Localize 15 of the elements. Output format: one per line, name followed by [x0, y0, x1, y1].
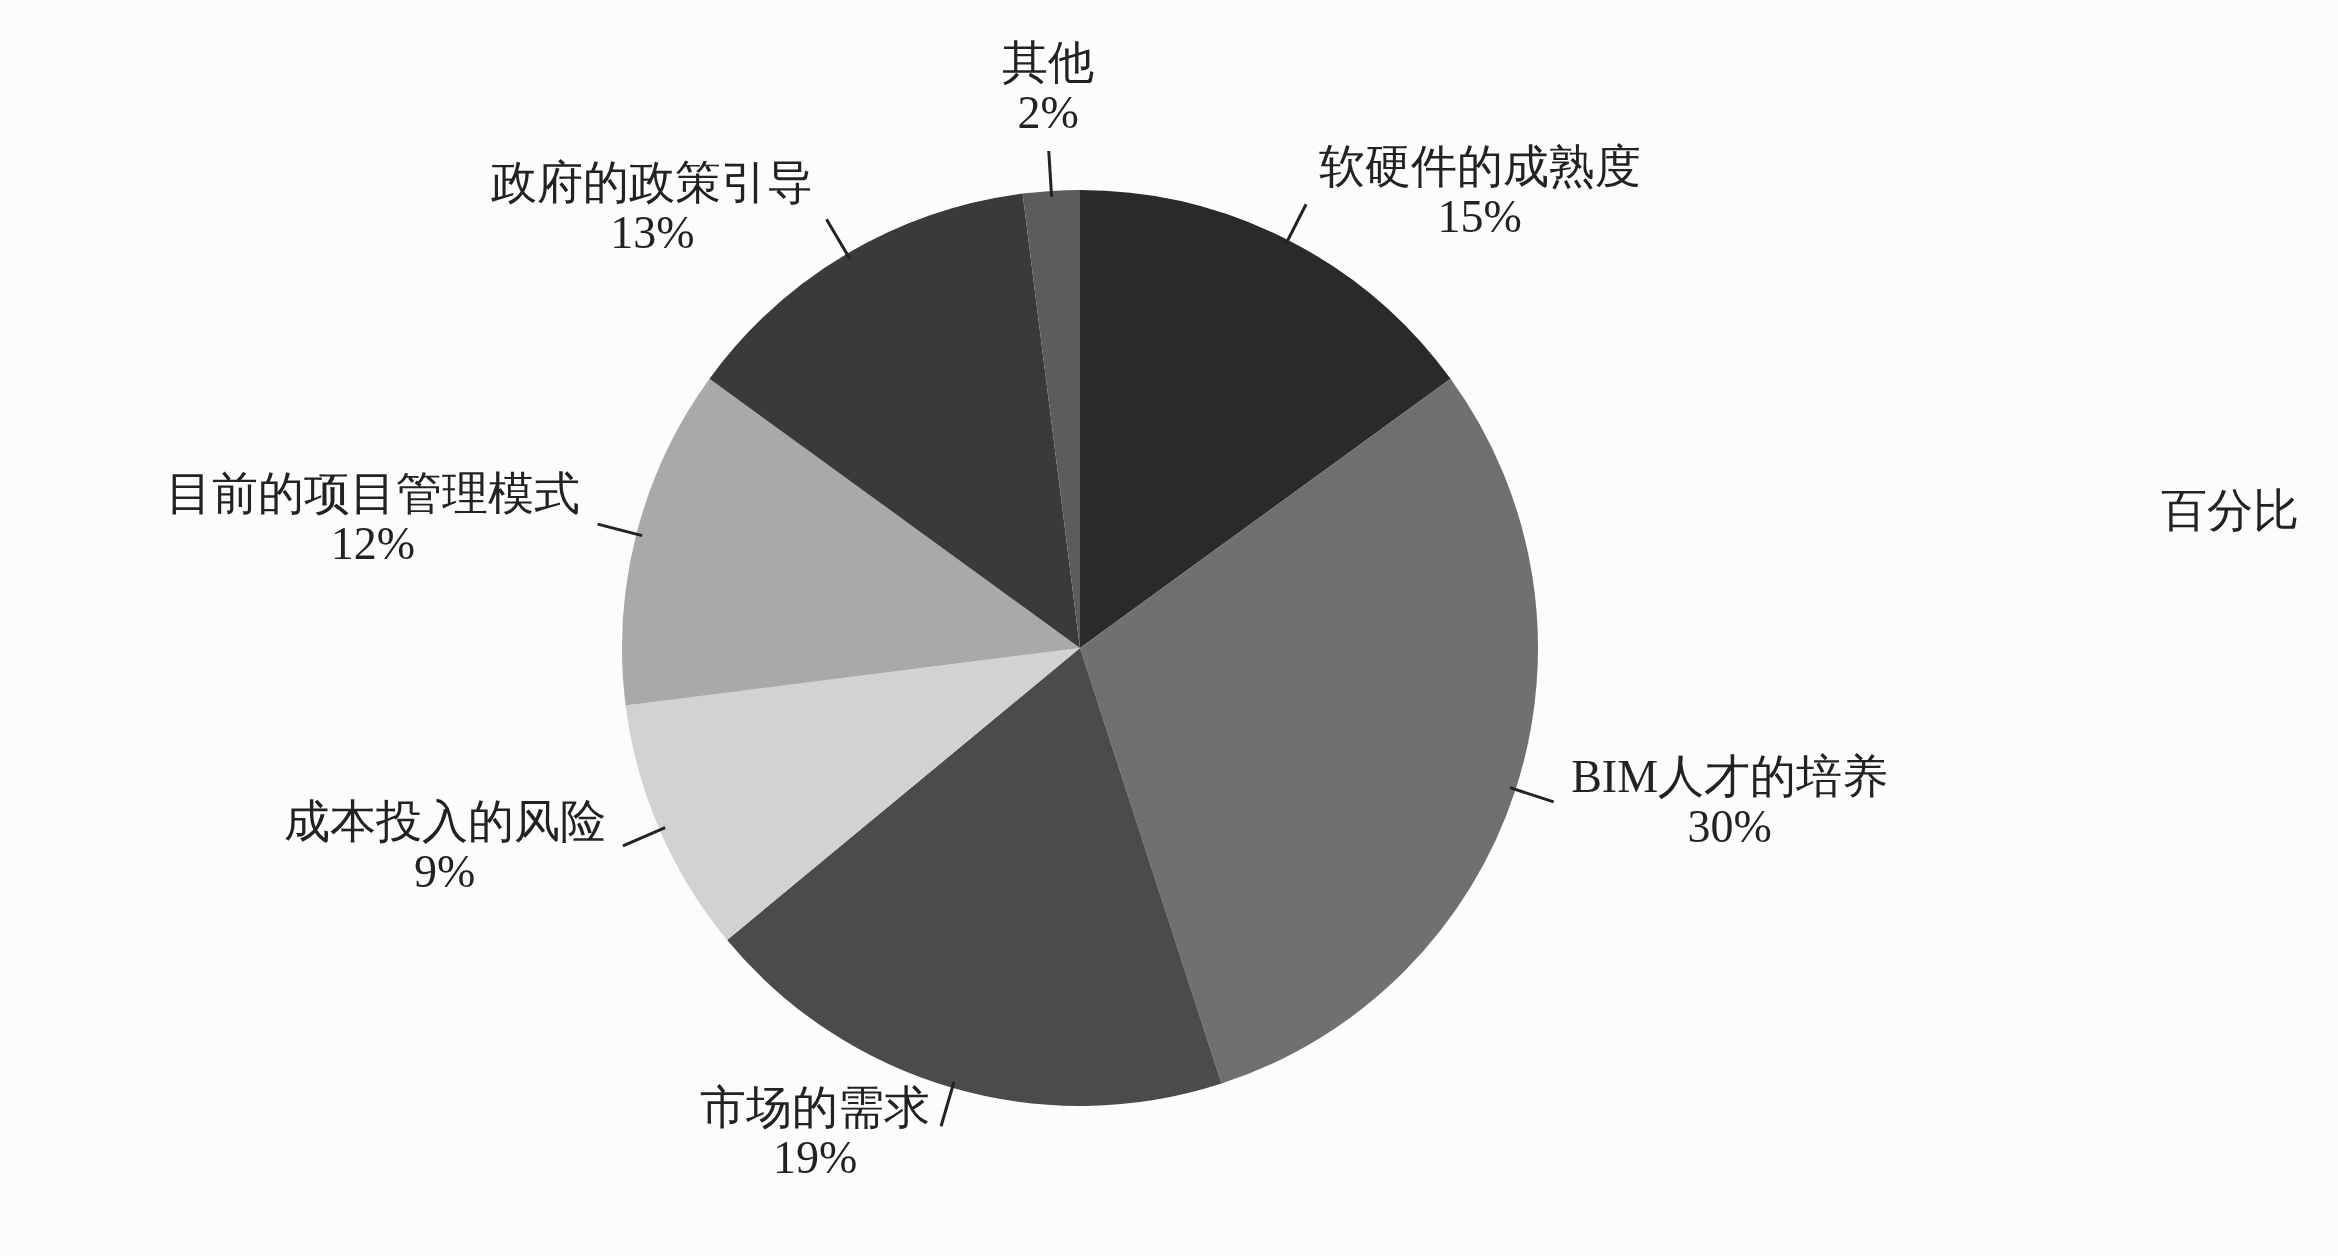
data-label: 9%	[414, 845, 476, 897]
data-label: 13%	[610, 206, 695, 258]
slice-label: 目前的项目管理模式	[165, 467, 580, 519]
slice-label: 政府的政策引导	[491, 156, 814, 208]
data-label: 30%	[1687, 801, 1772, 853]
data-label: 2%	[1017, 87, 1079, 139]
slice-label: 其他	[1002, 37, 1095, 89]
data-label: 19%	[773, 1131, 858, 1183]
data-label: 12%	[330, 517, 416, 569]
slice-label: 市场的需求	[700, 1081, 931, 1133]
legend-title: 百分比	[2161, 485, 2299, 537]
slice-label: 软硬件的成熟度	[1318, 141, 1641, 193]
slice-label: BIM人才的培养	[1571, 751, 1889, 803]
slice-label: 成本投入的风险	[283, 795, 606, 847]
data-label: 15%	[1437, 191, 1522, 243]
